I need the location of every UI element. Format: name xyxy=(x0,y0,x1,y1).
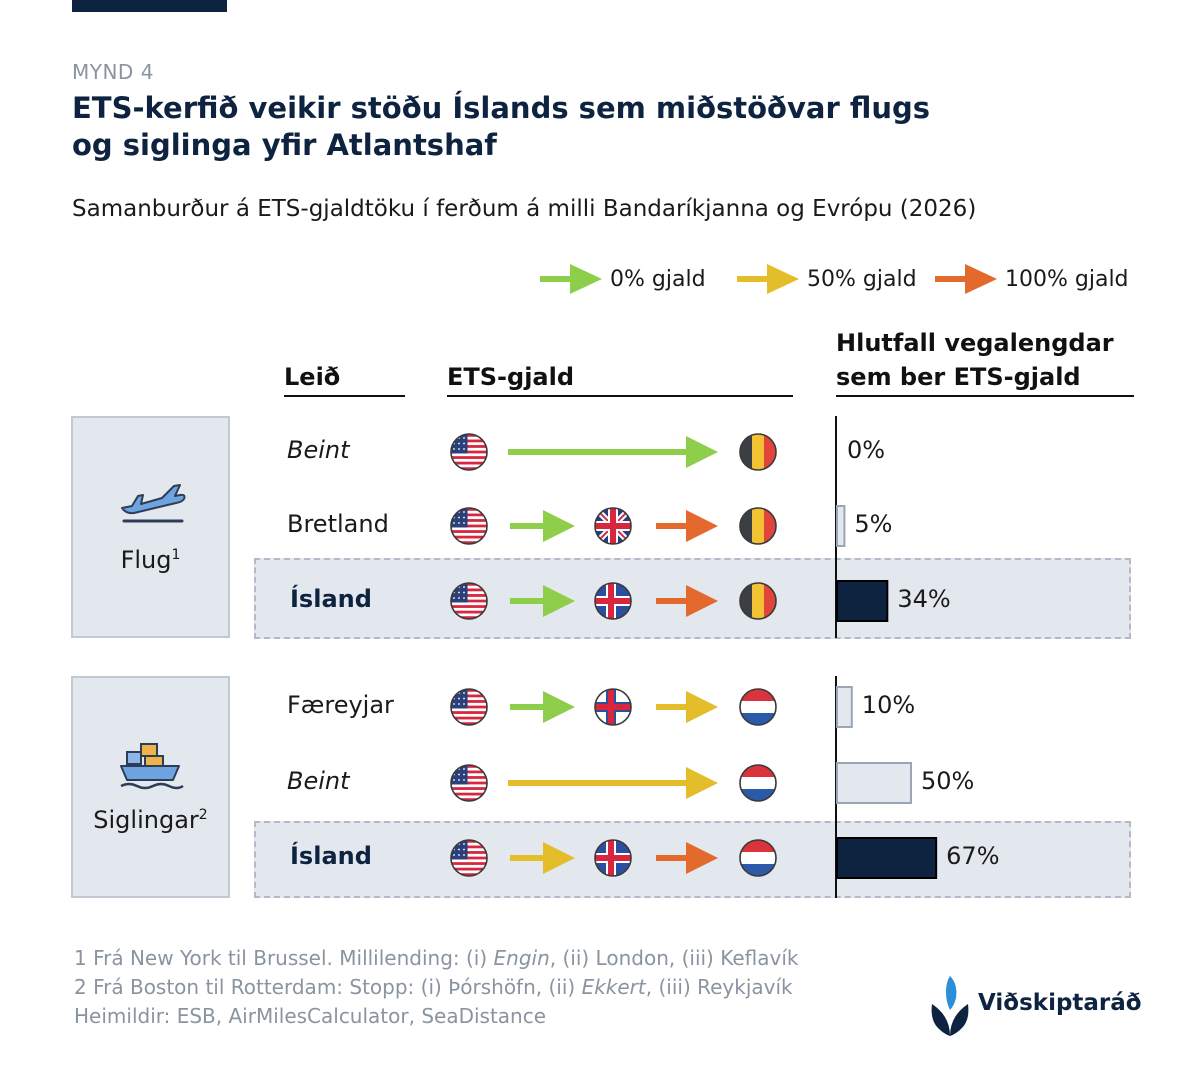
iceland-flag xyxy=(594,839,632,877)
column-rule-fee xyxy=(447,395,793,397)
route-row xyxy=(450,764,777,802)
arrow-yellow-icon xyxy=(510,842,575,874)
column-header-share-line2: sem ber ETS-gjald xyxy=(836,363,1081,391)
route-row xyxy=(450,433,777,471)
share-bar xyxy=(836,837,938,879)
route-label: Ísland xyxy=(290,585,372,613)
us-flag xyxy=(450,839,488,877)
belgium-flag xyxy=(739,433,777,471)
belgium-flag xyxy=(739,582,777,620)
legend-item-1: 50% gjald xyxy=(737,262,917,296)
legend-arrow-yellow-icon xyxy=(737,264,799,294)
legend-item-0: 0% gjald xyxy=(540,262,706,296)
share-value-label: 34% xyxy=(897,585,951,613)
netherlands-flag xyxy=(739,764,777,802)
legend-label-0: 0% gjald xyxy=(610,266,706,292)
route-row xyxy=(450,507,777,545)
route-label: Bretland xyxy=(287,510,389,538)
belgium-flag xyxy=(739,507,777,545)
footnote-1: 1 Frá New York til Brussel. Millilending… xyxy=(74,946,799,970)
share-bar xyxy=(836,686,853,728)
column-header-fee: ETS-gjald xyxy=(447,363,575,391)
brand-name: Viðskiptaráð xyxy=(978,990,1142,1016)
iceland-flag xyxy=(594,582,632,620)
vidskiptarad-logo-icon xyxy=(931,976,969,1036)
column-rule-route xyxy=(284,395,405,397)
arrow-green-icon xyxy=(510,691,575,723)
arrow-orange-icon xyxy=(656,585,718,617)
arrow-green-icon xyxy=(508,436,718,468)
airplane-takeoff-icon xyxy=(121,484,186,523)
netherlands-flag xyxy=(739,688,777,726)
share-value-label: 5% xyxy=(854,510,893,538)
chart-title-line2: og siglinga yfir Atlantshaf xyxy=(72,128,497,162)
footnote-sources: Heimildir: ESB, AirMilesCalculator, SeaD… xyxy=(74,1004,547,1028)
legend-label-1: 50% gjald xyxy=(807,266,917,292)
arrow-orange-icon xyxy=(656,842,718,874)
cargo-ship-icon xyxy=(120,743,184,790)
figure-number: MYND 4 xyxy=(72,60,154,84)
us-flag xyxy=(450,582,488,620)
arrow-yellow-icon xyxy=(656,691,718,723)
uk-flag xyxy=(594,507,632,545)
route-row xyxy=(450,688,777,726)
share-bar xyxy=(836,580,889,622)
chart-title: ETS-kerfið veikir stöðu Íslands sem miðs… xyxy=(72,90,1072,164)
share-bar xyxy=(836,505,846,547)
share-value-label: 67% xyxy=(946,842,1000,870)
top-accent-bar xyxy=(72,0,227,12)
group-label-shipping: Siglingar2 xyxy=(93,806,208,834)
group-label-flight: Flug1 xyxy=(120,546,181,574)
column-rule-share xyxy=(836,395,1134,397)
share-value-label: 10% xyxy=(861,691,916,719)
legend-arrow-green-icon xyxy=(540,264,602,294)
us-flag xyxy=(450,433,488,471)
route-label: Færeyjar xyxy=(287,691,394,719)
share-value-label: 0% xyxy=(847,436,886,464)
us-flag xyxy=(450,688,488,726)
group-box-shipping: Siglingar2 xyxy=(71,676,230,898)
column-header-share: Hlutfall vegalengdar sem ber ETS-gjald xyxy=(836,326,1114,394)
us-flag xyxy=(450,764,488,802)
netherlands-flag xyxy=(739,839,777,877)
legend-item-2: 100% gjald xyxy=(935,262,1129,296)
arrow-green-icon xyxy=(510,585,575,617)
column-header-share-line1: Hlutfall vegalengdar xyxy=(836,329,1114,357)
arrow-yellow-icon xyxy=(508,767,718,799)
group-box-flight: Flug1 xyxy=(71,416,230,638)
legend-label-2: 100% gjald xyxy=(1005,266,1129,292)
footnote-2: 2 Frá Boston til Rotterdam: Stopp: (i) Þ… xyxy=(74,975,793,999)
arrow-orange-icon xyxy=(656,510,718,542)
us-flag xyxy=(450,507,488,545)
route-label: Beint xyxy=(287,436,350,464)
route-row xyxy=(450,582,777,620)
route-label: Beint xyxy=(287,767,350,795)
route-label: Ísland xyxy=(290,842,372,870)
legend-arrow-orange-icon xyxy=(935,264,997,294)
column-header-route: Leið xyxy=(284,363,341,391)
share-value-label: 50% xyxy=(921,767,975,795)
share-bar xyxy=(836,762,912,804)
faroe-flag xyxy=(594,688,632,726)
chart-subtitle: Samanburður á ETS-gjaldtöku í ferðum á m… xyxy=(72,196,977,222)
arrow-green-icon xyxy=(510,510,575,542)
route-row xyxy=(450,839,777,877)
chart-title-line1: ETS-kerfið veikir stöðu Íslands sem miðs… xyxy=(72,91,931,125)
